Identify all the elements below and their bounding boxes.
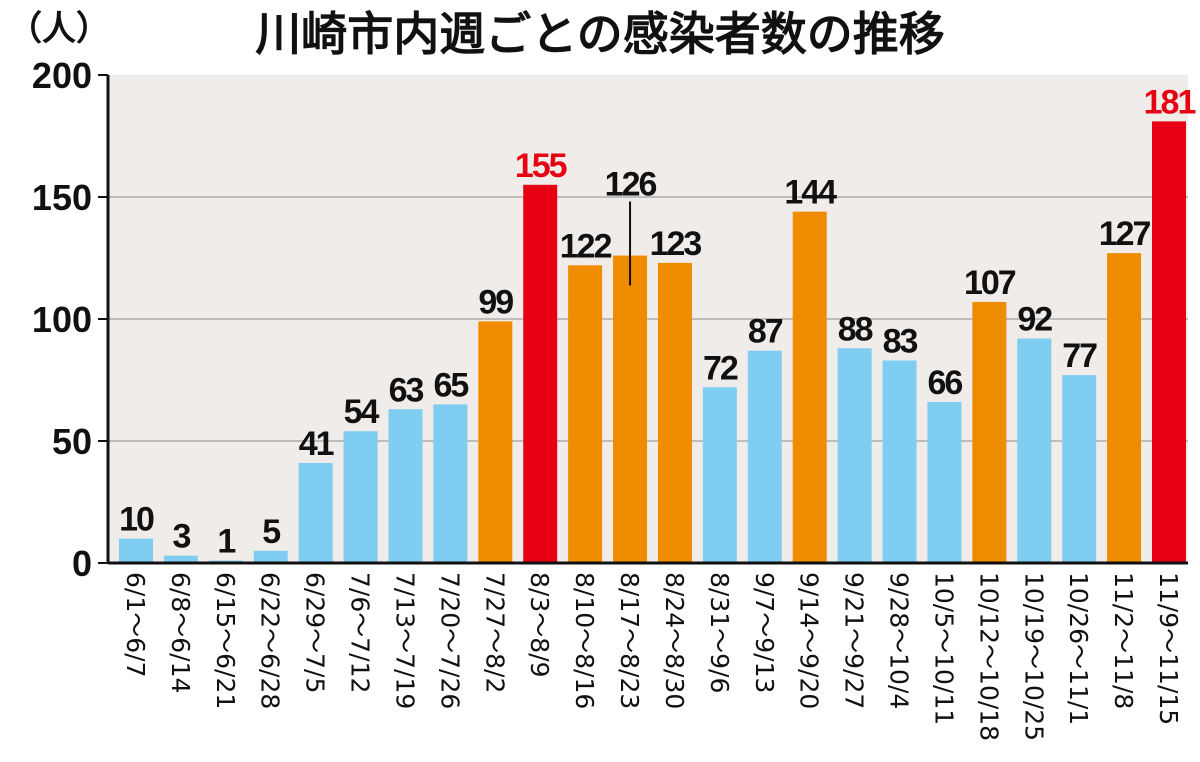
- x-tick-label: 8/17～8/23: [615, 572, 644, 709]
- x-tick-label: 10/19～10/25: [1019, 572, 1048, 741]
- x-tick-label: 11/9～11/15: [1154, 572, 1183, 725]
- bar: [478, 321, 513, 563]
- data-label: 127: [1099, 215, 1151, 253]
- data-label: 87: [748, 313, 783, 351]
- data-label: 107: [964, 264, 1016, 302]
- x-tick-label: 10/5～10/11: [929, 572, 958, 725]
- y-tick-label: 100: [32, 299, 92, 340]
- y-tick-label: 50: [52, 421, 92, 462]
- x-tick-label: 9/21～9/27: [840, 572, 869, 709]
- x-tick-label: 6/29～7/5: [301, 572, 330, 693]
- x-tick-label: 6/22～6/28: [256, 572, 285, 709]
- x-tick-label: 11/2～11/8: [1109, 572, 1138, 709]
- bar: [433, 404, 468, 563]
- data-label: 54: [344, 393, 380, 431]
- data-label: 181: [1144, 83, 1196, 121]
- x-tick-label: 9/28～10/4: [885, 572, 914, 709]
- data-label: 3: [172, 518, 190, 556]
- bar: [1017, 338, 1052, 563]
- data-label: 92: [1017, 301, 1052, 339]
- x-tick-label: 8/3～8/9: [525, 572, 554, 677]
- data-label: 65: [433, 366, 468, 404]
- bar: [343, 431, 378, 563]
- x-tick-label: 7/6～7/12: [346, 572, 375, 693]
- data-label: 1: [217, 523, 235, 561]
- y-tick-label: 150: [32, 177, 92, 218]
- data-label: 83: [883, 322, 918, 360]
- x-tick-label: 8/31～9/6: [705, 572, 734, 693]
- x-tick-label: 7/27～8/2: [480, 572, 509, 693]
- bar: [837, 348, 872, 563]
- data-label: 123: [650, 225, 702, 263]
- x-tick-label: 7/20～7/26: [435, 572, 464, 709]
- x-tick-label: 6/1～6/7: [121, 572, 150, 677]
- x-tick-label: 8/24～8/30: [660, 572, 689, 709]
- data-label: 126: [605, 166, 657, 204]
- data-label: 99: [478, 283, 513, 321]
- bar: [568, 265, 603, 563]
- data-label: 88: [838, 310, 873, 348]
- chart-title: 川崎市内週ごとの感染者数の推移: [255, 7, 945, 61]
- x-tick-label: 8/10～8/16: [570, 572, 599, 709]
- bar: [1062, 375, 1097, 563]
- data-label: 66: [928, 364, 963, 402]
- data-label: 5: [262, 513, 280, 551]
- x-tick-label: 6/15～6/21: [211, 572, 240, 709]
- bar: [119, 538, 153, 563]
- x-tick-label: 9/14～9/20: [795, 572, 824, 709]
- y-tick-label: 200: [32, 55, 92, 96]
- x-tick-label: 10/12～10/18: [974, 572, 1003, 741]
- y-tick-label: 0: [72, 543, 92, 584]
- bar: [163, 555, 198, 563]
- bar: [253, 550, 288, 563]
- x-tick-label: 10/26～11/1: [1064, 572, 1093, 725]
- bar: [1107, 253, 1142, 563]
- bar: [882, 360, 917, 563]
- bar: [523, 184, 558, 564]
- data-label: 122: [560, 227, 612, 265]
- bar: [1152, 121, 1186, 564]
- data-label: 77: [1062, 337, 1097, 375]
- bar: [972, 301, 1007, 563]
- data-label: 10: [119, 501, 154, 539]
- y-axis-unit-label: （人）: [8, 9, 110, 49]
- bar: [747, 350, 782, 563]
- x-tick-label: 6/8～6/14: [166, 572, 195, 693]
- bar: [792, 211, 827, 563]
- data-label: 144: [784, 174, 837, 212]
- bar: [927, 401, 962, 563]
- data-label: 63: [389, 371, 424, 409]
- x-tick-label: 9/7～9/13: [750, 572, 779, 693]
- bar: [388, 409, 423, 563]
- bar: [657, 262, 692, 563]
- bar: [298, 462, 333, 563]
- bar: [702, 387, 737, 563]
- data-label: 72: [703, 349, 738, 387]
- data-label: 155: [515, 147, 567, 185]
- x-tick-label: 7/13～7/19: [390, 572, 419, 709]
- bar: [613, 255, 648, 563]
- data-label: 41: [299, 425, 334, 463]
